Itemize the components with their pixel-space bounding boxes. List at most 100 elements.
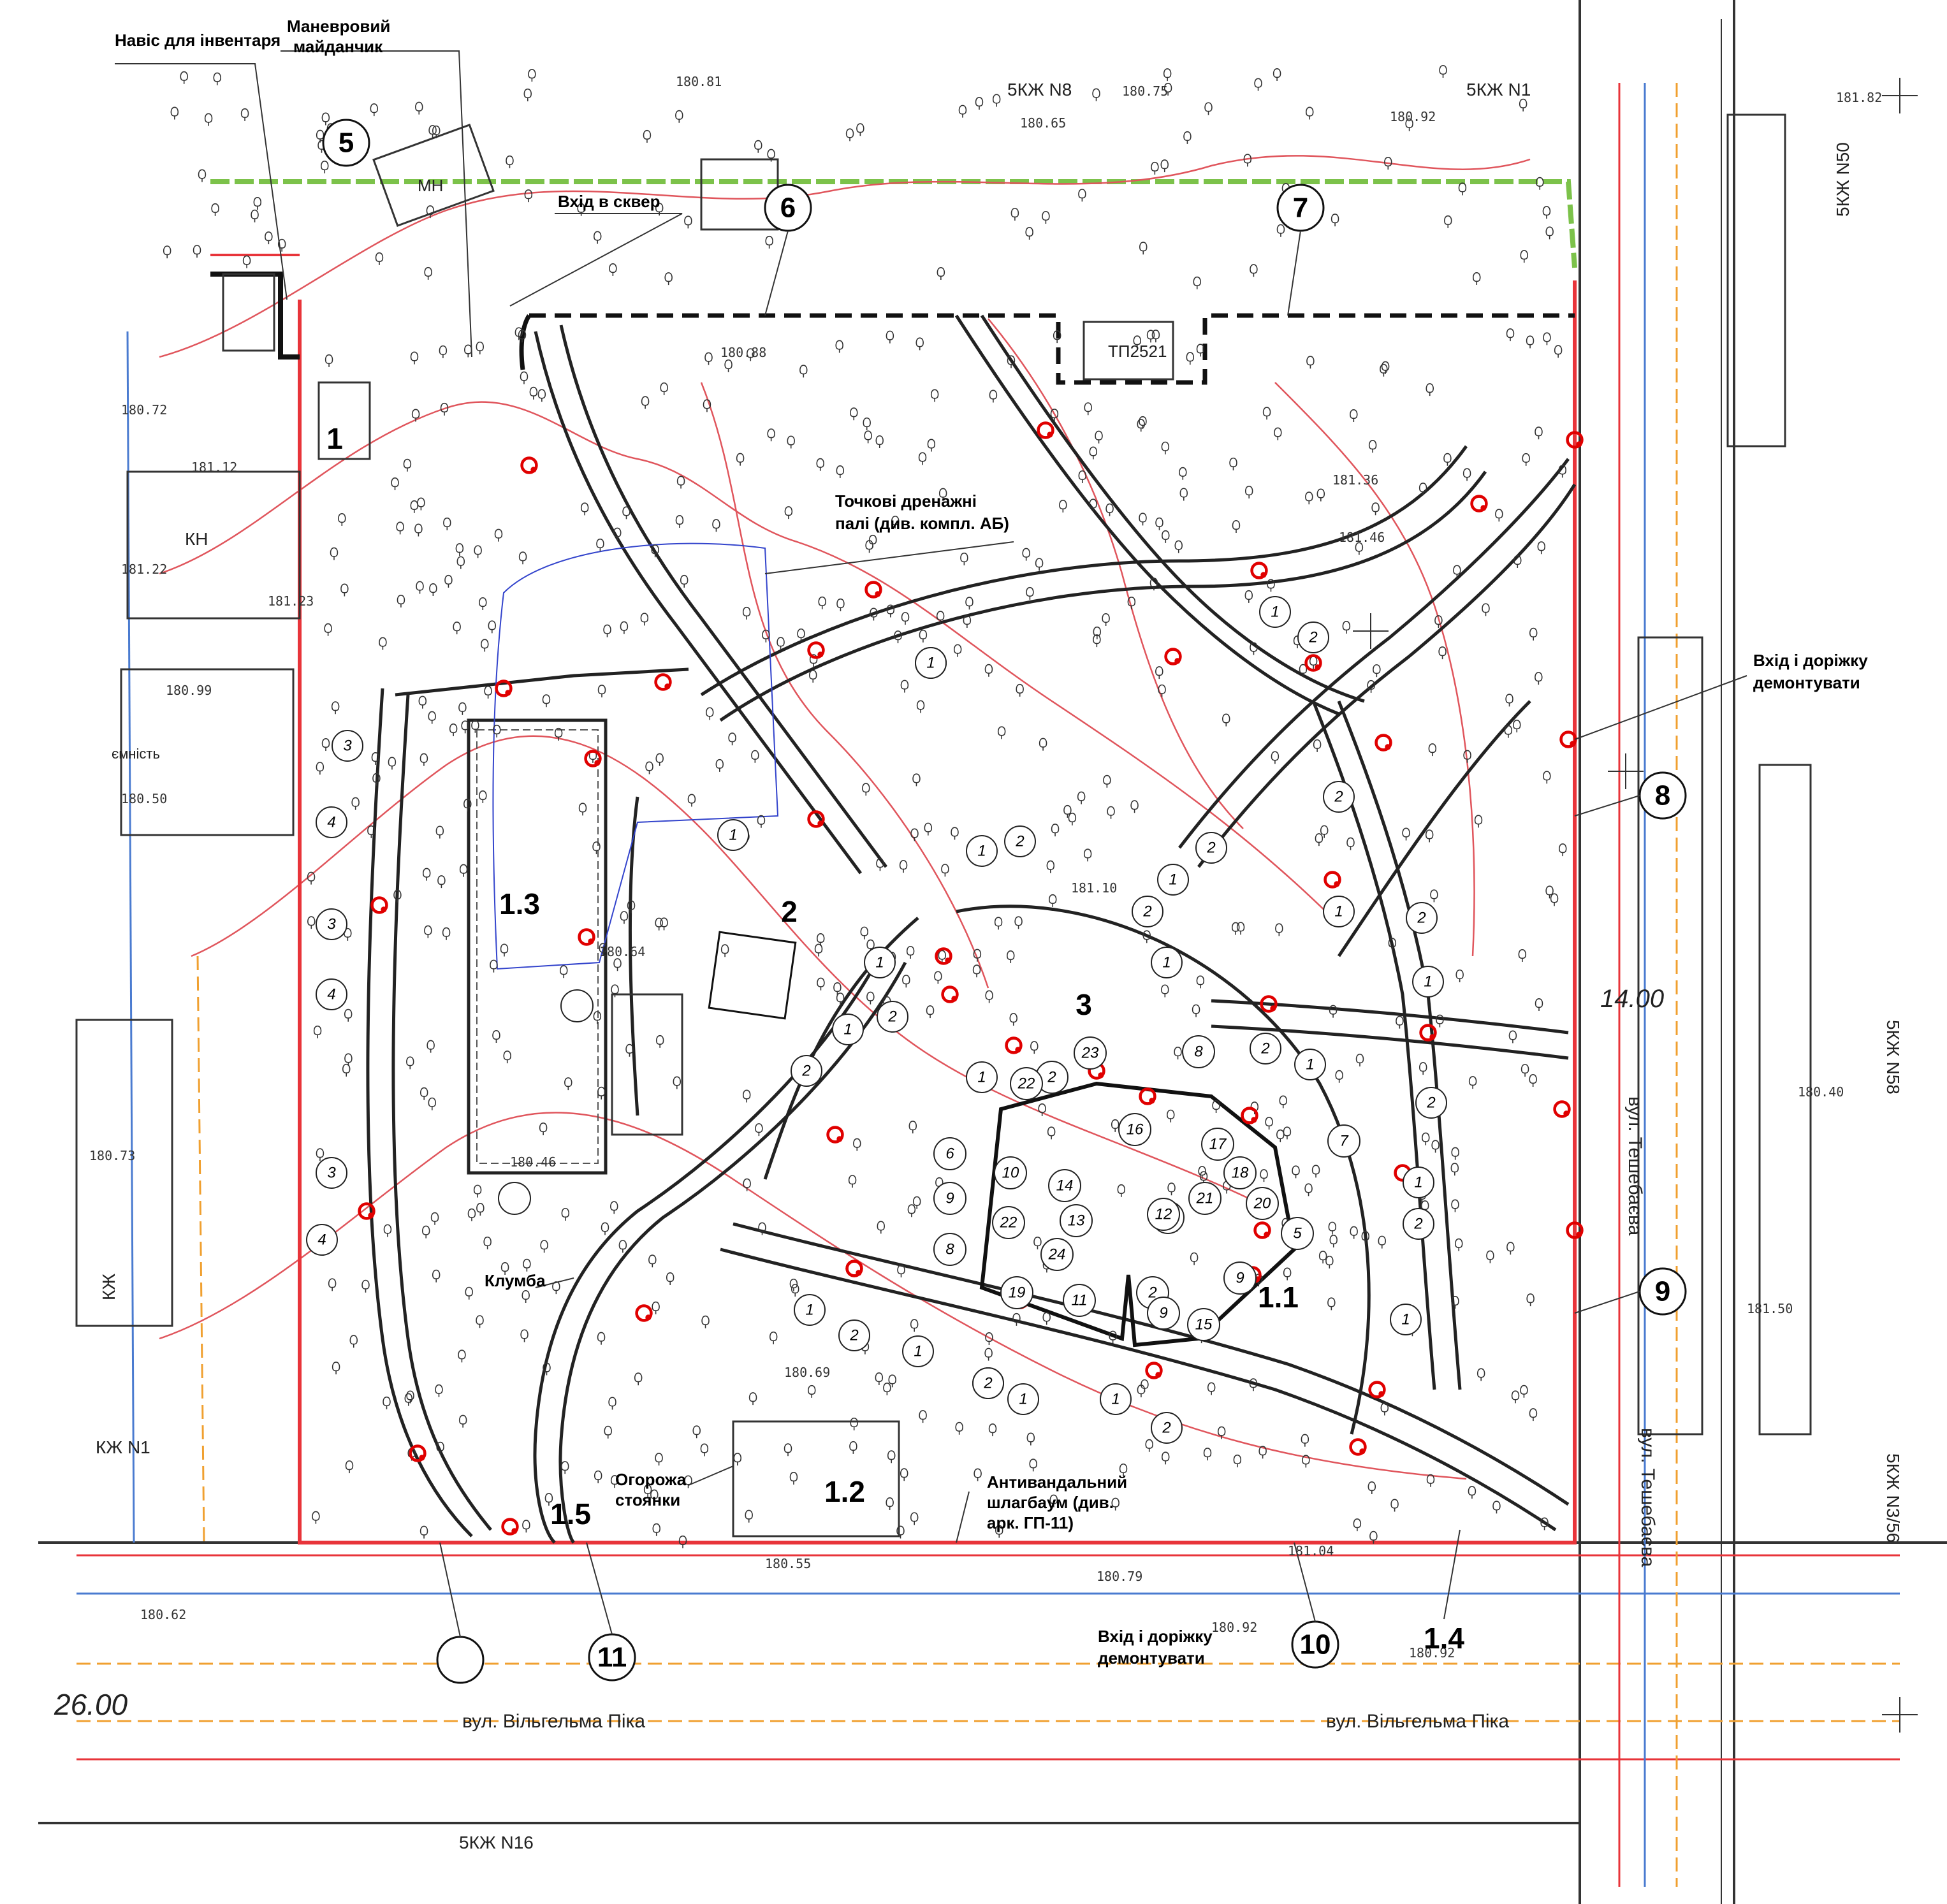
small-mark-circle (1259, 596, 1291, 628)
zone-label-1: 1 (326, 422, 343, 455)
pavilion (708, 931, 797, 1020)
zone-labels: 1 1.1 1.2 1.3 1.4 1.5 2 3 (326, 422, 1464, 1655)
small-mark-number: 2 (1417, 910, 1426, 927)
zone-label-2: 2 (781, 895, 798, 928)
elevation-mark: 180.55 (765, 1556, 811, 1571)
callout-remove-east-1: Вхід і доріжку (1753, 651, 1868, 670)
sports-field (467, 718, 608, 1175)
small-mark-circle (1294, 1049, 1326, 1080)
grid-marks: 14.00 26.00 (54, 985, 1664, 1721)
playground-item-circle (498, 1182, 531, 1215)
small-mark-number: 1 (805, 1302, 813, 1319)
small-mark-circle (972, 1367, 1004, 1399)
small-mark-circle (1007, 1383, 1039, 1415)
small-mark-circle (1390, 1304, 1422, 1335)
building-label: 5КЖ N58 (1883, 1020, 1903, 1094)
small-mark-circle (791, 1055, 822, 1087)
callout-parking-fence-1: Огорожа (615, 1470, 687, 1489)
small-mark-circle (966, 835, 998, 867)
callout-maneuver-area-2: майданчик (293, 37, 383, 56)
callout-barrier-3: арк. ГП-11) (987, 1513, 1074, 1532)
small-mark-circle (1323, 896, 1355, 927)
playground-item-number: 15 (1195, 1316, 1213, 1334)
callout-number-8: 9 (1655, 1276, 1670, 1307)
elevation-mark: 180.73 (89, 1148, 135, 1163)
small-mark-number: 1 (977, 843, 986, 860)
callout-remove-south-2: демонтувати (1098, 1648, 1205, 1668)
elevation-mark: 181.12 (191, 460, 237, 475)
playground-item-circle (1187, 1308, 1220, 1341)
callout-number-7: 8 (1655, 780, 1670, 811)
playground-item-number: 18 (1232, 1165, 1249, 1182)
playground-item-number: 9 (1236, 1270, 1244, 1287)
building-label: МН (418, 176, 443, 195)
zone-label-1-2: 1.2 (824, 1475, 865, 1508)
elevation-mark: 180.99 (166, 683, 212, 698)
playground-item-circle (1000, 1276, 1033, 1309)
building-label: КН (185, 529, 208, 549)
playground-item-number: 2 (1148, 1284, 1156, 1302)
elevation-mark: 180.92 (1409, 1645, 1455, 1661)
playground-item-number: 22 (1017, 1075, 1035, 1093)
elevation-mark: 180.50 (121, 791, 167, 806)
playground-item-circle (1074, 1036, 1107, 1070)
building-label: 5КЖ N50 (1833, 142, 1853, 217)
street-label: вул. Вільгельма Піка (462, 1711, 645, 1732)
playground-item-number: 6 (945, 1145, 954, 1163)
playground-item-number: 17 (1209, 1136, 1227, 1153)
small-mark-number: 2 (849, 1327, 858, 1344)
small-mark-circle (1195, 832, 1227, 864)
small-mark-circle (1412, 966, 1444, 998)
callout-inventory-shed: Навіс для інвентаря (115, 31, 281, 50)
playground-item-number: 9 (945, 1190, 954, 1207)
small-mark-circle (1157, 864, 1189, 896)
elevation-mark: 181.82 (1836, 90, 1882, 105)
grid-mark: 26.00 (54, 1688, 128, 1721)
small-mark-circle (717, 819, 749, 851)
small-mark-number: 2 (887, 1008, 896, 1026)
playground-item-number: 14 (1056, 1177, 1074, 1195)
elevation-mark: 181.36 (1332, 472, 1378, 488)
elevation-mark: 181.23 (268, 593, 314, 609)
playground-item-number: 8 (1194, 1043, 1203, 1061)
small-mark-circle (1151, 1412, 1183, 1444)
small-mark-number: 1 (1424, 973, 1432, 991)
callout-remove-east-2: демонтувати (1753, 673, 1860, 692)
small-mark-number: 1 (1019, 1391, 1027, 1408)
small-mark-circle (794, 1294, 826, 1326)
small-mark-circle (1100, 1383, 1132, 1415)
elevation-marks: 180.81 180.65 180.75 180.92 181.12 181.2… (89, 74, 1882, 1661)
callout-number-6: 7 (1293, 193, 1308, 224)
elevation-mark: 180.65 (1020, 115, 1066, 131)
playground-item-number: 16 (1127, 1121, 1144, 1138)
elevation-mark: 180.92 (1390, 109, 1436, 124)
small-mark-number: 2 (1426, 1094, 1435, 1112)
street-labels: вул. Вільгельма Піка вул. Вільгельма Пік… (462, 1096, 1658, 1732)
playground-item-marks: 2222387616171810142152022131224915191128… (498, 989, 1360, 1341)
playground-item-circle (1048, 1169, 1081, 1202)
small-mark-circle (902, 1335, 934, 1367)
callout-flowerbed: Клумба (485, 1271, 546, 1290)
playground-item-circle (560, 989, 594, 1022)
small-mark-circle (1415, 1087, 1447, 1119)
playground-item-number: 21 (1196, 1190, 1214, 1207)
playground-item-circle (1201, 1128, 1234, 1161)
playground-item-number: 5 (1293, 1225, 1302, 1242)
small-mark-circle (1403, 1166, 1434, 1198)
small-mark-circle (316, 908, 347, 940)
playground-item-circle (1281, 1217, 1314, 1250)
playground-item-circle (1327, 1124, 1360, 1158)
leader-lines (115, 50, 1747, 1638)
small-mark-circle (1151, 947, 1183, 978)
callout-number-9: 10 (1300, 1629, 1331, 1661)
playground-item-number: 22 (1000, 1214, 1017, 1232)
playground-item-circle (1147, 1297, 1180, 1330)
walkways (366, 314, 1577, 1544)
playground-item-circle (1040, 1238, 1074, 1271)
small-mark-number: 1 (729, 827, 737, 844)
small-mark-number: 1 (926, 655, 935, 672)
callout-number-4: 5 (339, 127, 354, 159)
drain-piles-outline (492, 542, 779, 970)
small-mark-number: 1 (1334, 903, 1343, 920)
